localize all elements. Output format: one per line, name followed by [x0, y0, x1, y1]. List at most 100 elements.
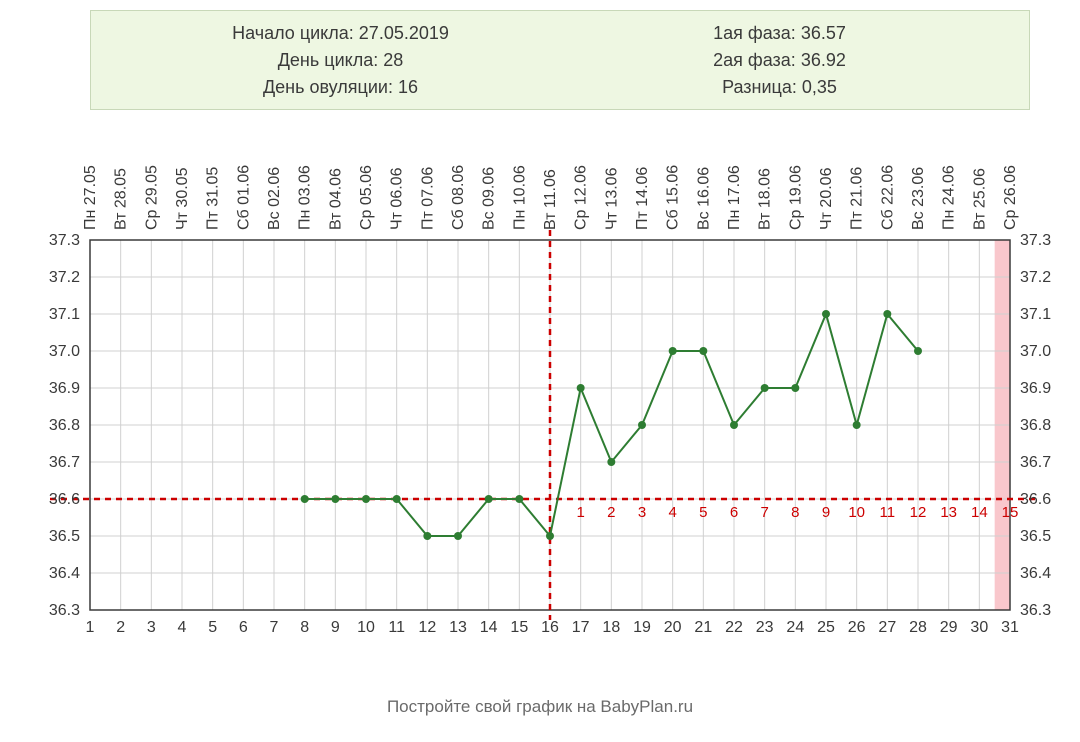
svg-text:1: 1	[576, 504, 584, 521]
svg-text:36.6: 36.6	[1020, 491, 1051, 508]
svg-text:14: 14	[480, 619, 498, 636]
svg-text:Чт 06.06: Чт 06.06	[389, 167, 406, 230]
svg-text:36.8: 36.8	[1020, 417, 1051, 434]
svg-text:36.5: 36.5	[1020, 528, 1051, 545]
svg-text:Вс 09.06: Вс 09.06	[481, 167, 498, 230]
svg-text:27: 27	[878, 619, 896, 636]
svg-text:37.2: 37.2	[1020, 269, 1051, 286]
svg-text:Вт 11.06: Вт 11.06	[542, 169, 559, 230]
svg-text:37.1: 37.1	[49, 306, 80, 323]
phase1-value: 36.57	[801, 23, 846, 43]
cycle-info-right: 1ая фаза: 36.57 2ая фаза: 36.92 Разница:…	[560, 23, 999, 97]
svg-text:1: 1	[86, 619, 95, 636]
svg-text:Сб 08.06: Сб 08.06	[450, 165, 467, 230]
svg-text:8: 8	[791, 504, 799, 521]
cycle-day-row: День цикла: 28	[278, 47, 404, 74]
svg-text:3: 3	[638, 504, 646, 521]
svg-text:Сб 01.06: Сб 01.06	[235, 165, 252, 230]
svg-text:22: 22	[725, 619, 743, 636]
svg-text:37.0: 37.0	[1020, 343, 1051, 360]
svg-text:36.9: 36.9	[1020, 380, 1051, 397]
svg-text:Вт 25.06: Вт 25.06	[971, 168, 988, 230]
chart-area: 36.336.336.436.436.536.536.636.636.736.7…	[10, 130, 1070, 682]
svg-text:4: 4	[668, 504, 676, 521]
svg-text:36.5: 36.5	[49, 528, 80, 545]
svg-text:12: 12	[418, 619, 436, 636]
svg-text:2: 2	[116, 619, 125, 636]
svg-text:21: 21	[694, 619, 712, 636]
phase2-row: 2ая фаза: 36.92	[713, 47, 846, 74]
ovulation-day-row: День овуляции: 16	[263, 74, 418, 101]
ovulation-day-label: День овуляции:	[263, 77, 393, 97]
svg-text:Сб 15.06: Сб 15.06	[665, 165, 682, 230]
svg-text:Ср 29.05: Ср 29.05	[143, 165, 160, 230]
svg-text:16: 16	[541, 619, 559, 636]
svg-text:Чт 13.06: Чт 13.06	[603, 167, 620, 230]
svg-text:14: 14	[971, 504, 988, 521]
svg-text:7: 7	[760, 504, 768, 521]
cycle-info-left: Начало цикла: 27.05.2019 День цикла: 28 …	[121, 23, 560, 97]
svg-text:9: 9	[331, 619, 340, 636]
cycle-start-label: Начало цикла:	[232, 23, 354, 43]
svg-text:28: 28	[909, 619, 927, 636]
temperature-chart: 36.336.336.436.436.536.536.636.636.736.7…	[10, 130, 1070, 670]
svg-text:11: 11	[388, 619, 405, 636]
svg-text:8: 8	[300, 619, 309, 636]
svg-text:11: 11	[880, 504, 896, 521]
svg-text:18: 18	[602, 619, 620, 636]
svg-text:24: 24	[786, 619, 804, 636]
svg-text:Вс 02.06: Вс 02.06	[266, 167, 283, 230]
svg-text:20: 20	[664, 619, 682, 636]
svg-text:Вт 04.06: Вт 04.06	[327, 168, 344, 230]
phase1-label: 1ая фаза:	[713, 23, 796, 43]
svg-text:Вт 18.06: Вт 18.06	[757, 168, 774, 230]
svg-text:6: 6	[239, 619, 248, 636]
svg-text:12: 12	[910, 504, 927, 521]
svg-text:2: 2	[607, 504, 615, 521]
svg-text:17: 17	[572, 619, 590, 636]
phase2-value: 36.92	[801, 50, 846, 70]
svg-text:26: 26	[848, 619, 866, 636]
container: Начало цикла: 27.05.2019 День цикла: 28 …	[0, 0, 1080, 742]
svg-text:37.0: 37.0	[49, 343, 80, 360]
svg-text:10: 10	[848, 504, 865, 521]
diff-value: 0,35	[802, 77, 837, 97]
svg-text:31: 31	[1001, 619, 1019, 636]
svg-text:Пн 27.05: Пн 27.05	[82, 165, 99, 230]
svg-text:15: 15	[1002, 504, 1019, 521]
svg-text:36.7: 36.7	[49, 454, 80, 471]
svg-text:36.4: 36.4	[1020, 565, 1051, 582]
svg-text:36.4: 36.4	[49, 565, 80, 582]
svg-text:4: 4	[178, 619, 187, 636]
diff-row: Разница: 0,35	[722, 74, 837, 101]
svg-text:13: 13	[940, 504, 957, 521]
svg-text:19: 19	[633, 619, 651, 636]
svg-text:29: 29	[940, 619, 958, 636]
svg-text:Вт 28.05: Вт 28.05	[113, 168, 130, 230]
svg-text:25: 25	[817, 619, 835, 636]
svg-text:Ср 19.06: Ср 19.06	[787, 165, 804, 230]
svg-text:Пт 21.06: Пт 21.06	[849, 167, 866, 230]
svg-text:Пн 17.06: Пн 17.06	[726, 165, 743, 230]
svg-text:5: 5	[208, 619, 217, 636]
svg-text:36.9: 36.9	[49, 380, 80, 397]
svg-text:Пт 07.06: Пт 07.06	[419, 167, 436, 230]
svg-text:9: 9	[822, 504, 830, 521]
svg-text:Ср 26.06: Ср 26.06	[1002, 165, 1019, 230]
svg-text:Ср 05.06: Ср 05.06	[358, 165, 375, 230]
svg-text:Ср 12.06: Ср 12.06	[573, 165, 590, 230]
phase1-row: 1ая фаза: 36.57	[713, 20, 846, 47]
diff-label: Разница:	[722, 77, 797, 97]
svg-text:Чт 30.05: Чт 30.05	[174, 167, 191, 230]
svg-text:Сб 22.06: Сб 22.06	[879, 165, 896, 230]
svg-text:36.8: 36.8	[49, 417, 80, 434]
phase2-label: 2ая фаза:	[713, 50, 796, 70]
svg-text:Чт 20.06: Чт 20.06	[818, 167, 835, 230]
svg-text:Вс 23.06: Вс 23.06	[910, 167, 927, 230]
svg-text:Пт 31.05: Пт 31.05	[205, 167, 222, 230]
svg-text:3: 3	[147, 619, 156, 636]
svg-text:Пн 10.06: Пн 10.06	[511, 165, 528, 230]
cycle-start-value: 27.05.2019	[359, 23, 449, 43]
svg-text:Пн 24.06: Пн 24.06	[941, 165, 958, 230]
ovulation-day-value: 16	[398, 77, 418, 97]
